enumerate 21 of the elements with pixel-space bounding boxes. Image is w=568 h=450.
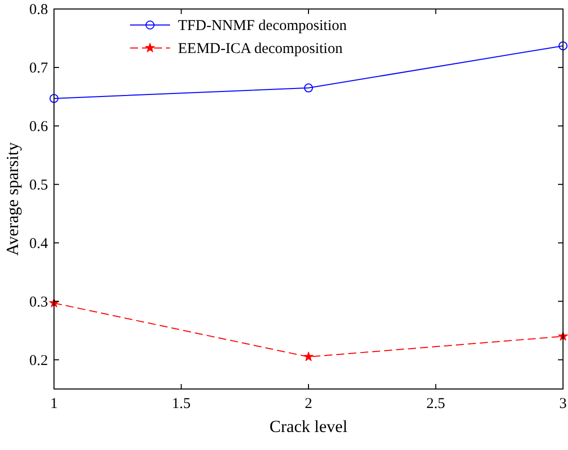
legend-label: TFD-NNMF decomposition	[178, 18, 348, 34]
point	[50, 94, 58, 103]
legend-label: EEMD-ICA decomposition	[178, 41, 344, 57]
y-tick-label: 0.2	[29, 352, 48, 369]
y-tick-label: 0.7	[29, 60, 48, 76]
x-tick-label: 1	[50, 396, 58, 412]
point	[558, 331, 568, 341]
point	[558, 41, 568, 50]
y-tick-label: 0.5	[29, 177, 48, 194]
point	[304, 83, 313, 92]
y-axis-title: Average sparsity	[3, 142, 22, 256]
y-tick-label: 0.3	[29, 294, 48, 310]
x-tick-label: 1.5	[172, 396, 191, 412]
y-tick-label: 0.8	[29, 2, 48, 18]
x-tick-label: 2	[304, 396, 312, 412]
x-tick-label: 2.5	[426, 396, 446, 412]
y-tick-label: 0.4	[29, 236, 48, 252]
y-tick-label: 0.6	[29, 118, 48, 135]
x-tick-label: 3	[559, 396, 567, 412]
x-axis-title: Crack level	[270, 417, 348, 436]
point	[303, 352, 314, 362]
